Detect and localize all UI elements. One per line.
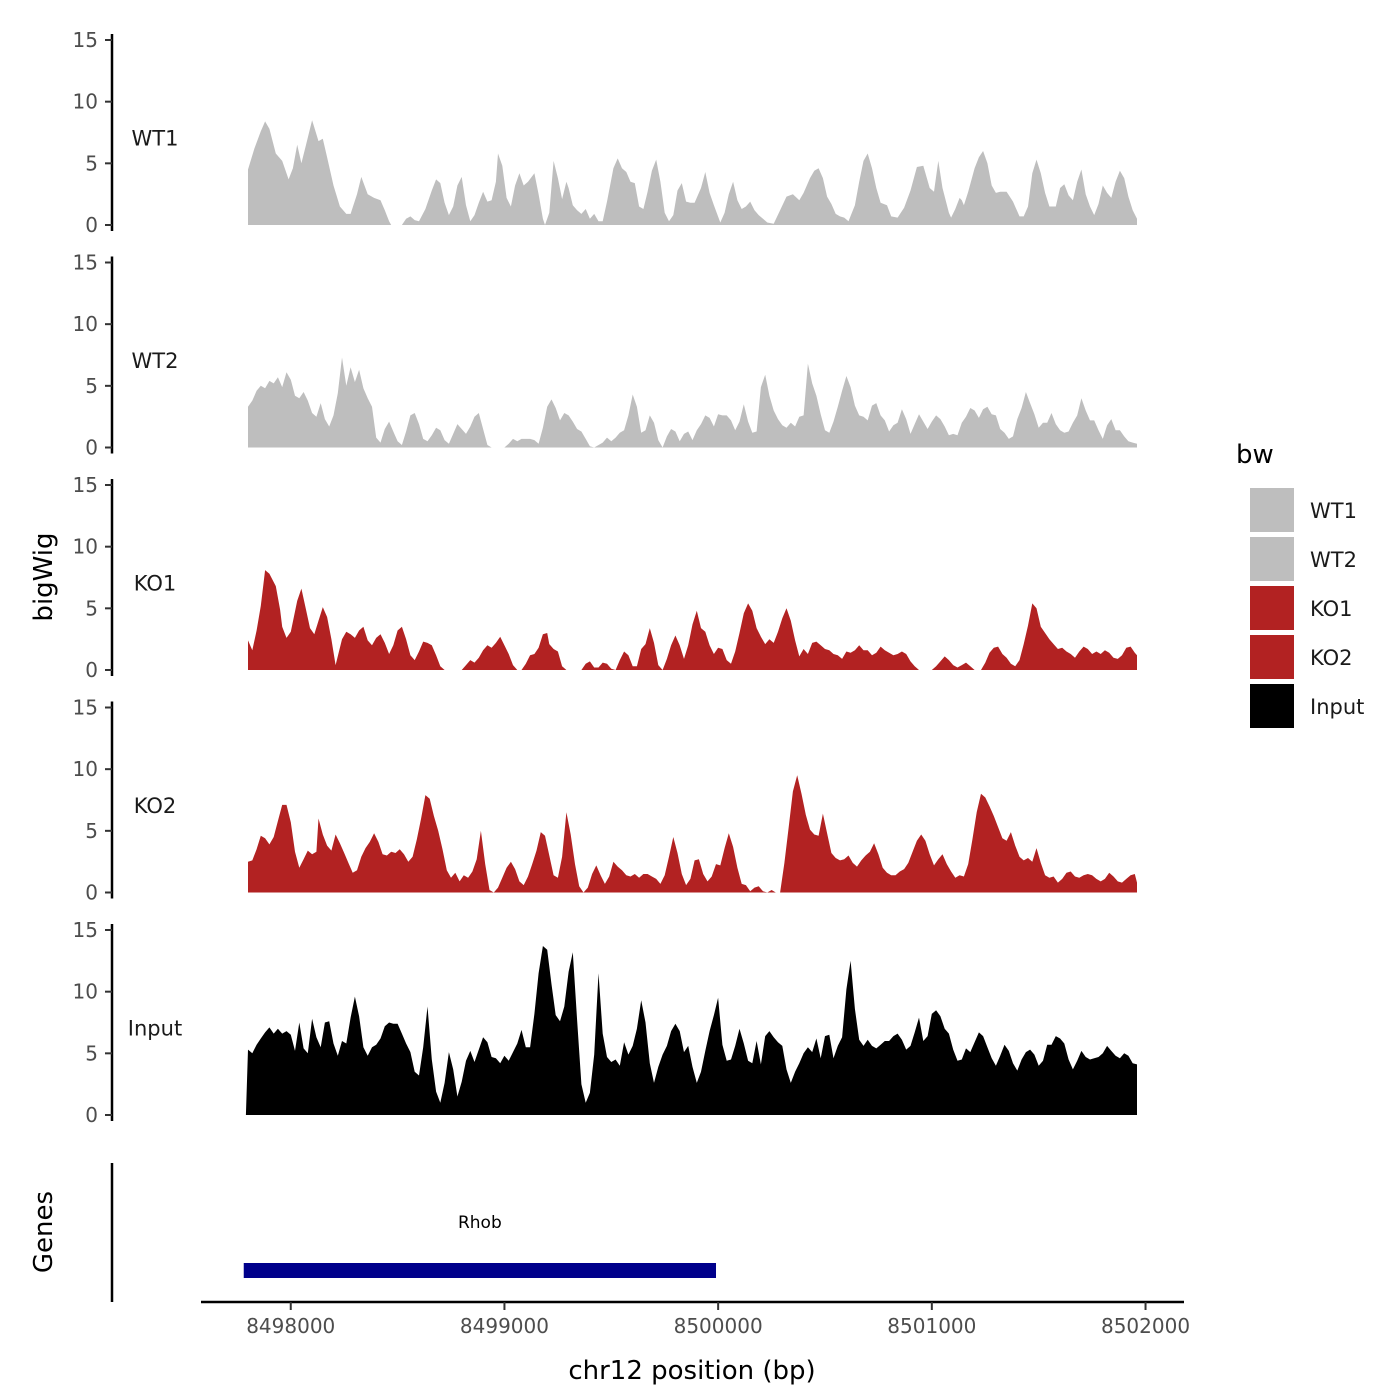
- track-label: WT1: [132, 127, 179, 151]
- y-tick-label: 15: [73, 696, 98, 720]
- y-tick-label: 5: [85, 1041, 98, 1065]
- gene-body-rhob: [243, 1263, 717, 1278]
- y-tick-label: 5: [85, 151, 98, 175]
- y-tick-label: 0: [85, 436, 98, 460]
- y-tick-label: 10: [73, 980, 98, 1004]
- genes-axis-title: Genes: [29, 1191, 59, 1273]
- x-tick-label: 8502000: [1101, 1314, 1190, 1338]
- y-tick-label: 0: [85, 213, 98, 237]
- legend: bw WT1 WT2 KO1 KO2 Input: [1236, 440, 1364, 728]
- y-tick-label: 10: [73, 535, 98, 559]
- x-tick-label: 8499000: [460, 1314, 549, 1338]
- legend-swatch-input: [1250, 684, 1294, 728]
- x-tick-label: 8498000: [246, 1314, 335, 1338]
- legend-swatch-wt1: [1250, 488, 1294, 532]
- signal-tracks: 0 5 10 15 WT1 0 5 10 15 WT2 0 5 10 15 KO1 0 5 10 15 KO2 0 5 10…: [73, 28, 1137, 1127]
- signal-area-ko2: [248, 775, 1137, 893]
- legend-label: Input: [1310, 695, 1364, 719]
- y-tick-label: 0: [85, 881, 98, 905]
- y-tick-label: 10: [73, 90, 98, 114]
- signal-area-wt2: [248, 357, 1137, 448]
- x-axis: chr12 position (bp) 8498000 8499000 850000…: [201, 1300, 1190, 1386]
- legend-label: KO2: [1310, 646, 1353, 670]
- legend-swatch-ko2: [1250, 635, 1294, 679]
- track-ko2: 0 5 10 15 KO2: [73, 696, 1137, 905]
- track-label: WT2: [132, 349, 179, 373]
- y-axis-title: bigWig: [29, 532, 59, 621]
- y-tick-label: 5: [85, 596, 98, 620]
- track-wt1: 0 5 10 15 WT1: [73, 28, 1137, 237]
- x-axis-title: chr12 position (bp): [568, 1356, 815, 1386]
- y-tick-label: 0: [85, 658, 98, 682]
- legend-label: KO1: [1310, 597, 1353, 621]
- y-tick-label: 5: [85, 374, 98, 398]
- y-tick-label: 10: [73, 757, 98, 781]
- legend-title: bw: [1236, 440, 1274, 470]
- track-input: 0 5 10 15 Input: [73, 918, 1137, 1127]
- legend-swatch-ko1: [1250, 586, 1294, 630]
- legend-label: WT1: [1310, 499, 1357, 523]
- y-tick-label: 5: [85, 819, 98, 843]
- track-label: Input: [128, 1017, 182, 1041]
- y-tick-label: 10: [73, 312, 98, 336]
- y-tick-label: 15: [73, 251, 98, 275]
- signal-area-ko1: [248, 570, 1137, 670]
- y-tick-label: 15: [73, 918, 98, 942]
- track-label: KO2: [134, 794, 177, 818]
- track-wt2: 0 5 10 15 WT2: [73, 251, 1137, 460]
- track-label: KO1: [134, 572, 177, 596]
- legend-swatch-wt2: [1250, 537, 1294, 581]
- signal-area-wt1: [248, 120, 1137, 225]
- track-ko1: 0 5 10 15 KO1: [73, 473, 1137, 682]
- y-tick-label: 0: [85, 1103, 98, 1127]
- gene-label: Rhob: [458, 1213, 502, 1233]
- x-tick-label: 8501000: [887, 1314, 976, 1338]
- y-tick-label: 15: [73, 28, 98, 52]
- genes-track: Genes Rhob: [29, 1163, 717, 1302]
- y-tick-label: 15: [73, 473, 98, 497]
- legend-label: WT2: [1310, 548, 1357, 572]
- x-tick-label: 8500000: [674, 1314, 763, 1338]
- signal-area-input: [245, 946, 1137, 1115]
